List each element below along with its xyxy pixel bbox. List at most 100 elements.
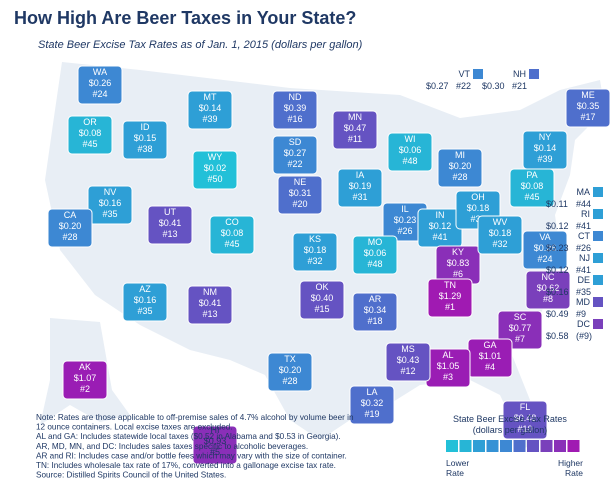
state-rank: #41 (576, 265, 591, 275)
state-rate: $0.93 (204, 436, 227, 446)
state-rank: #11 (348, 134, 362, 144)
state-rank: #15 (314, 304, 329, 314)
state-abbr: SC (514, 312, 527, 322)
state-rate: $0.18 (489, 228, 512, 238)
state (522, 230, 568, 270)
state (192, 150, 238, 190)
note-line: TN: Includes wholesale tax rate of 17%, … (36, 461, 336, 470)
state-rank: #22 (287, 159, 302, 169)
state-rate: $0.14 (199, 103, 222, 113)
state (192, 425, 238, 465)
state-rank: #24 (537, 254, 552, 264)
state-swatch (593, 297, 603, 307)
state-rate: $0.77 (509, 323, 532, 333)
state-rank: #38 (137, 144, 152, 154)
state (87, 185, 133, 225)
state-abbr: OH (471, 192, 485, 202)
note-line: 12 ounce containers. Local excise taxes … (36, 423, 233, 432)
state-rank: #21 (512, 81, 527, 91)
legend-swatch (459, 440, 472, 452)
state (122, 120, 168, 160)
state-swatch (593, 209, 603, 219)
state (437, 148, 483, 188)
state (349, 385, 395, 425)
legend-swatch (554, 440, 566, 452)
state (67, 115, 113, 155)
state-abbr: MS (401, 344, 415, 354)
state-rank: #28 (282, 376, 297, 386)
legend-swatch (446, 440, 458, 452)
state (209, 215, 255, 255)
state-rank: #22 (456, 81, 471, 91)
state (267, 352, 313, 392)
state-rate: $0.06 (399, 145, 422, 155)
state-rank: (#9) (576, 331, 592, 341)
legend-high: Rate (565, 468, 583, 478)
state-rate: $0.19 (349, 181, 372, 191)
state-abbr: WI (405, 134, 416, 144)
state-rank: #3 (443, 372, 453, 382)
state-rate: $0.62 (537, 283, 560, 293)
legend-unit: (dollars per gallon) (473, 425, 548, 435)
state-abbr: RI (581, 209, 590, 219)
state-abbr: CO (225, 217, 239, 227)
state-rate: $0.12 (546, 221, 569, 231)
state-rate: $0.06 (364, 248, 387, 258)
state-rank: #24 (92, 89, 107, 99)
state-abbr: OK (315, 282, 328, 292)
state-rank: #6 (453, 269, 463, 279)
state-rank: #26 (576, 243, 591, 253)
state-abbr: SD (289, 137, 302, 147)
state-swatch (593, 275, 603, 285)
state-rank: #45 (82, 139, 97, 149)
state-abbr: PA (526, 170, 537, 180)
state-abbr: AL (442, 350, 453, 360)
state (77, 65, 123, 105)
state-rate: $0.30 (482, 81, 505, 91)
state-abbr: LA (366, 387, 377, 397)
state-rate: $1.05 (437, 361, 460, 371)
state-abbr: CT (578, 231, 590, 241)
state-rate: $0.20 (279, 365, 302, 375)
legend-swatch (540, 440, 553, 452)
state-abbr: NC (542, 272, 555, 282)
state-rank: #28 (452, 172, 467, 182)
legend-swatch (486, 440, 499, 452)
state-rate: $0.47 (344, 123, 367, 133)
state (502, 400, 548, 440)
state-rank: #18 (367, 316, 382, 326)
state-rank: #13 (162, 229, 177, 239)
note-line: AR and RI: Includes case and/or bottle f… (36, 451, 347, 460)
state-abbr: HI (211, 425, 220, 435)
state-abbr: VA (539, 232, 550, 242)
state-abbr: ID (141, 122, 151, 132)
state-rank: #8 (543, 294, 553, 304)
state (272, 90, 318, 130)
note-line: AL and GA: Includes statewide local taxe… (36, 432, 341, 441)
state-rate: $1.01 (479, 351, 502, 361)
state-rank: #13 (202, 309, 217, 319)
state-rate: $0.35 (577, 101, 600, 111)
state-rank: #2 (80, 384, 90, 394)
state-abbr: ND (289, 92, 302, 102)
state-rank: #12 (400, 366, 415, 376)
state-rate: $0.41 (199, 298, 222, 308)
state (525, 270, 571, 310)
state-rank: #41 (432, 232, 447, 242)
state-abbr: MD (576, 297, 590, 307)
state-abbr: WV (493, 217, 508, 227)
state-rate: $0.23 (546, 243, 569, 253)
state-abbr: WA (93, 67, 107, 77)
state-abbr: IL (401, 204, 409, 214)
state-rank: #26 (397, 226, 412, 236)
state-rank: #32 (307, 256, 322, 266)
state-rank: #10 (517, 424, 532, 434)
state-abbr: IN (436, 210, 445, 220)
legend-title: State Beer Excise Tax Rates (453, 414, 567, 424)
state-abbr: KY (452, 247, 464, 257)
state (387, 132, 433, 172)
state-abbr: ME (581, 90, 595, 100)
state-rate: $1.29 (439, 291, 462, 301)
state (47, 208, 93, 248)
